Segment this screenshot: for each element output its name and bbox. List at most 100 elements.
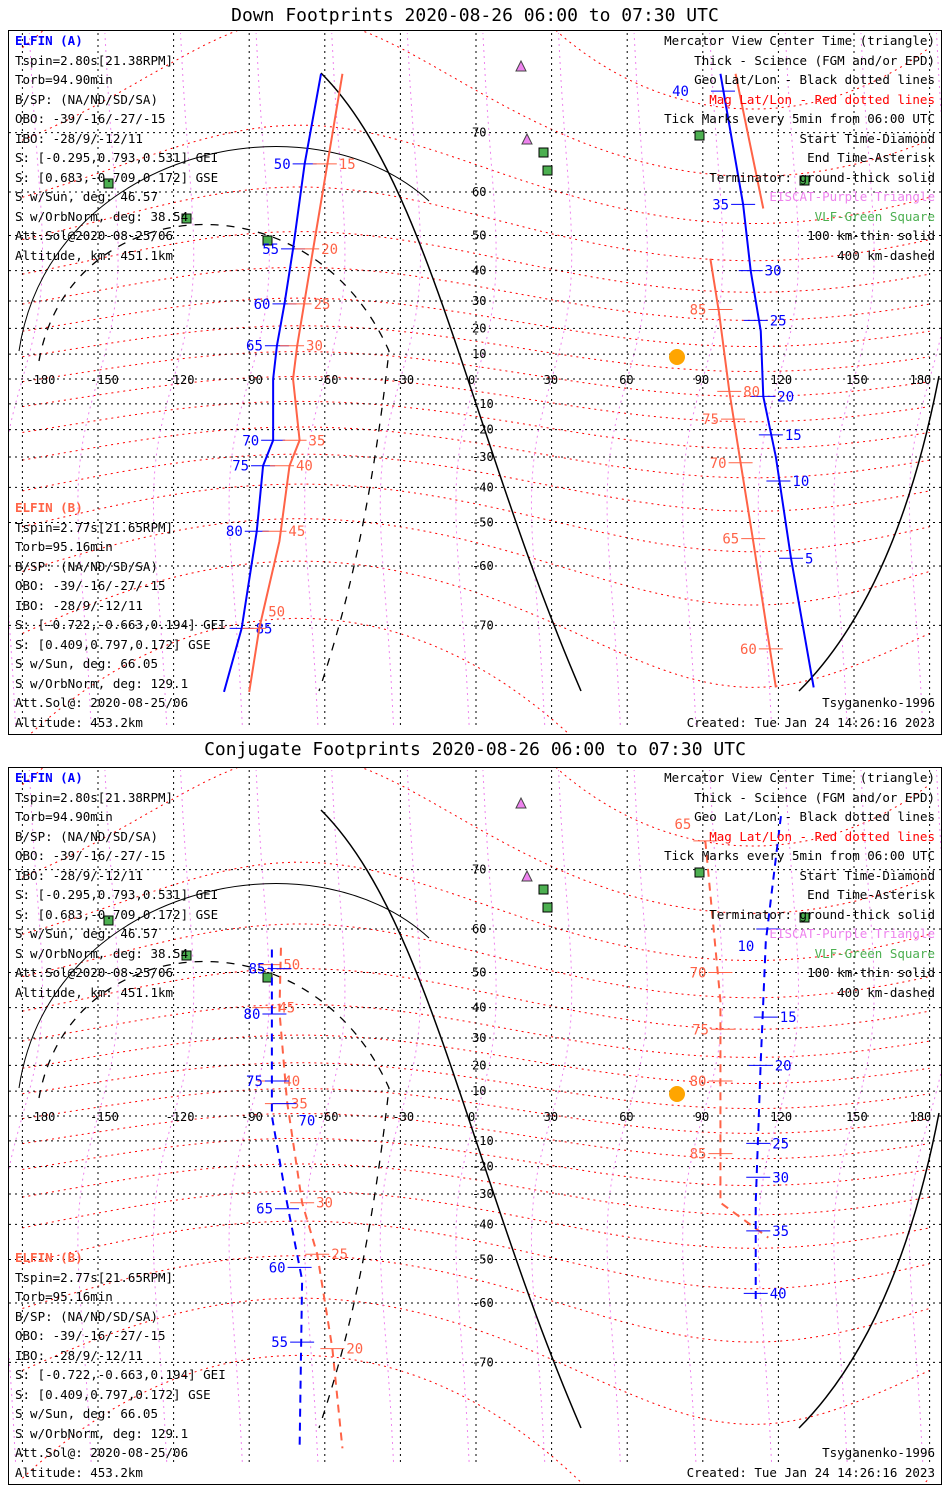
lat-tick-label: -70	[472, 618, 494, 632]
legend-item: Start Time-Diamond	[799, 867, 935, 883]
track-tick-label: 15	[339, 157, 356, 173]
mag-lat-line	[22, 124, 930, 225]
elfin-b-info-line: Altitude: 453.2km	[15, 714, 143, 730]
lat-tick-label: -60	[472, 559, 494, 573]
lat-tick-label: -30	[472, 450, 494, 464]
elfin-b-info-line: IBO: -28/9/-12/11	[15, 597, 143, 613]
lon-tick-label: 60	[619, 373, 633, 387]
mag-lat-line	[22, 31, 930, 177]
mag-lat-line	[22, 400, 930, 450]
lat-tick-label: 20	[472, 1058, 486, 1072]
mag-lon-line	[682, 770, 724, 1462]
track-tick-label: 40	[296, 459, 313, 475]
track-tick-label: 65	[674, 817, 691, 833]
elfin-a-info: ELFIN (A) Tspin=2.80s[21.38RPM] Torb=94.90…	[15, 768, 218, 1002]
track-tick-label: 10	[737, 939, 754, 955]
mag-lat-line	[22, 1113, 930, 1160]
model-label: Tsyganenko-1996	[822, 695, 935, 710]
legend-item: 400 km-dashed	[837, 984, 935, 1000]
elfin-b-info-line: S: [-0.722,-0.663,0.194] GEI	[15, 617, 226, 632]
lat-tick-label: 40	[472, 264, 486, 278]
mag-lon-line	[908, 33, 941, 725]
track-tick-label: 35	[309, 433, 326, 449]
lat-tick-label: -10	[472, 1134, 494, 1148]
mag-lat-line	[22, 861, 930, 962]
elfin-b-info: ELFIN (B) Tspin=2.77s[21.65RPM] Torb=95.16…	[15, 1248, 226, 1482]
elfin-a-info-line: S w/Sun, deg: 46.57	[15, 189, 158, 204]
footer: Tsyganenko-1996 Created: Tue Jan 24 14:26…	[687, 693, 935, 732]
terminator-400km	[38, 223, 390, 692]
legend-item: Start Time-Diamond	[799, 130, 935, 146]
eiscat-triangle	[515, 59, 527, 72]
track-tick-label: 45	[288, 524, 305, 540]
legend-item: 100 km-thin solid	[807, 228, 935, 243]
track-tick-label: 45	[278, 1001, 295, 1017]
track-tick-label: 50	[283, 958, 300, 974]
lat-tick-label: 10	[472, 347, 486, 361]
mag-lon-line	[682, 33, 724, 725]
elfin-a-track	[754, 815, 782, 1304]
mag-lon-line	[455, 33, 497, 725]
lat-tick-label: 60	[472, 922, 486, 936]
conjugate-panel: -180 -150 -120 -90 -60 -30 0 30 60 90 120 150 180 70 6…	[8, 767, 942, 1485]
vlf-square	[799, 912, 810, 923]
elfin-b-info-line: Torb=95.16min	[15, 539, 113, 554]
track-tick-label: 25	[772, 1136, 789, 1152]
terminator-line	[320, 72, 582, 692]
track-tick-label: 65	[246, 339, 263, 355]
mag-lon-line	[908, 770, 941, 1462]
track-tick-label: 25	[331, 1247, 348, 1263]
track-tick-label: 75	[232, 459, 249, 475]
lat-tick-label: -40	[472, 480, 494, 494]
footer: Tsyganenko-1996 Created: Tue Jan 24 14:26…	[687, 1443, 935, 1482]
track-tick-label: 55	[271, 1335, 288, 1351]
mag-lon-line	[304, 33, 346, 725]
elfin-b-info-line: Torb=95.16min	[15, 1289, 113, 1304]
lon-tick-label: -150	[90, 373, 119, 387]
lat-tick-label: -50	[472, 516, 494, 530]
legend-item: Terminator: ground-thick solid	[709, 906, 935, 922]
vlf-square	[538, 147, 549, 158]
lat-tick-label: -50	[472, 1253, 494, 1267]
map-plot: -180 -150 -120 -90 -60 -30 0 30 60 90 120 150 180 70 6…	[9, 31, 941, 734]
track-tick-label: 15	[780, 1010, 797, 1026]
elfin-b-info-line: OBO: -39/-16/-27/-15	[15, 578, 166, 593]
lat-tick-label: -20	[472, 1160, 494, 1174]
lon-tick-label: -180	[26, 373, 55, 387]
vlf-square	[799, 175, 810, 186]
vlf-square	[181, 213, 192, 224]
elfin-a-info-line: IBO: -28/9/-12/11	[15, 867, 143, 883]
lon-tick-label: 0	[468, 373, 475, 387]
eiscat-triangle	[521, 132, 533, 145]
track-tick-label: 30	[765, 264, 782, 280]
track-tick-label: 30	[772, 1170, 789, 1186]
lon-tick-label: -150	[90, 1110, 119, 1124]
legend-item: Geo Lat/Lon - Black dotted lines	[694, 72, 935, 87]
mag-lon-line	[304, 770, 346, 1462]
track-tick-label: 70	[690, 965, 707, 981]
track-tick-label: 35	[772, 1224, 789, 1240]
legend-item: VLF-Green Square	[814, 945, 935, 961]
mag-lon-line	[530, 770, 573, 1462]
elfin-b-info-line: Att.Sol@: 2020-08-25/06	[15, 1445, 189, 1460]
legend-item: Geo Lat/Lon - Black dotted lines	[694, 809, 935, 824]
lon-tick-label: 120	[770, 1110, 792, 1124]
elfin-b-track	[709, 258, 777, 688]
lon-tick-label: -180	[26, 1110, 55, 1124]
sun-icon	[669, 1086, 685, 1102]
elfin-a-info-line: S: [-0.295,0.793,0.531] GEI	[15, 887, 219, 902]
mag-lat-line	[22, 1354, 930, 1484]
mag-lat-line	[22, 768, 930, 914]
elfin-a-track	[270, 949, 304, 1449]
elfin-b-info-line: S: [0.409,0.797,0.172] GSE	[15, 1386, 211, 1402]
lon-tick-label: -120	[166, 373, 195, 387]
mag-lat-line	[22, 1034, 930, 1084]
elfin-a-info-line: Att.Sol@2020-08-25/06	[15, 965, 174, 980]
vlf-square	[262, 235, 273, 246]
mag-lat-line	[22, 376, 930, 423]
track-tick-label: 35	[712, 197, 729, 213]
terminator-line	[798, 375, 940, 692]
terminator-100km	[18, 883, 430, 1089]
track-tick-label: 40	[672, 84, 689, 100]
